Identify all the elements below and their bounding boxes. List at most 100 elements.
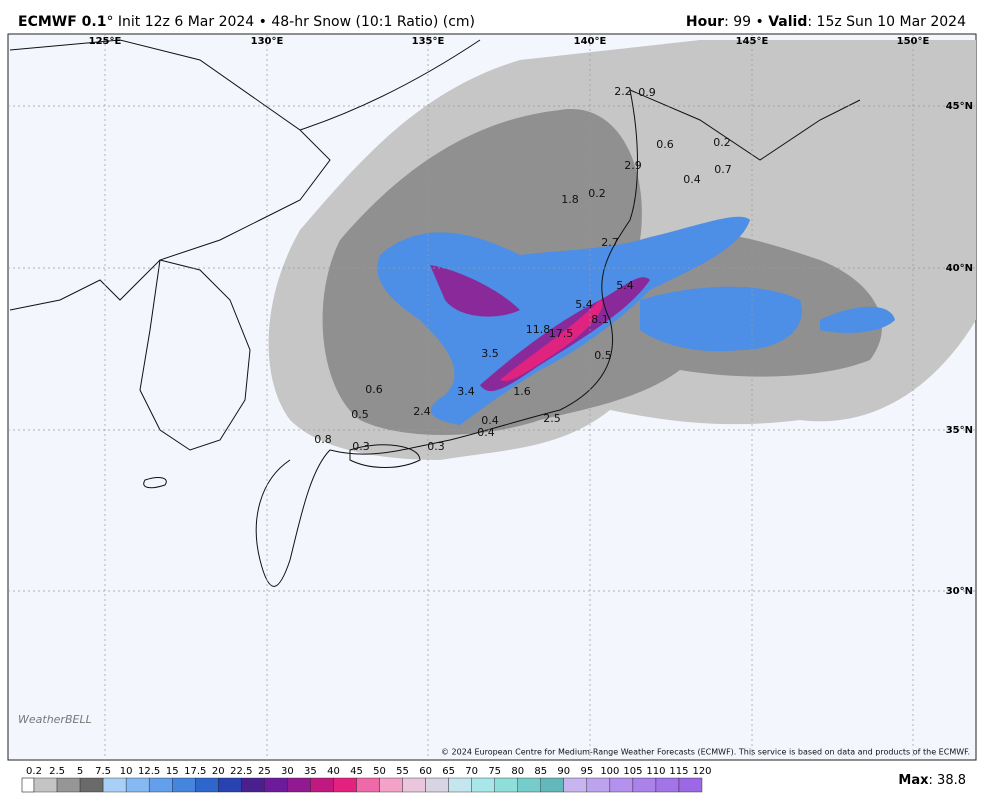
valid-value: : 15z Sun 10 Mar 2024 <box>807 14 966 30</box>
point-label: 2.4 <box>413 405 431 418</box>
colorbar-label: 55 <box>396 766 409 777</box>
colorbar-label: 25 <box>258 766 271 777</box>
colorbar-cell <box>148 777 173 793</box>
snow-peak <box>500 300 603 381</box>
point-label: 17.5 <box>549 327 574 340</box>
colorbar-cell <box>402 777 426 793</box>
point-label: 0.2 <box>713 136 731 149</box>
colorbar-label: 35 <box>304 766 317 777</box>
colorbar: 0.2 2.5 5 7.5 10 12.5 15 17.5 20 22.5 25 30 35 40 45 50… <box>21 766 712 793</box>
lat-label: 30°N <box>946 586 973 597</box>
colorbar-label: 45 <box>350 766 363 777</box>
colorbar-cell <box>632 777 657 793</box>
hour-label: Hour <box>686 14 724 30</box>
coast-islands <box>143 444 421 489</box>
colorbar-cell <box>125 777 150 793</box>
colorbar-label: 15 <box>166 766 179 777</box>
colorbar-cell <box>379 777 403 793</box>
point-label: 0.2 <box>588 187 606 200</box>
colorbar-cell <box>609 777 634 793</box>
point-label: 0.4 <box>477 426 495 439</box>
colorbar-label: 0.2 <box>26 766 42 777</box>
colorbar-start <box>21 777 35 793</box>
max-label: Max <box>898 773 929 788</box>
logo: WeatherBELL <box>18 713 92 726</box>
point-label: 8.1 <box>591 313 609 326</box>
point-label: 0.4 <box>481 414 499 427</box>
point-label: 3.5 <box>481 347 499 360</box>
colorbar-label: 70 <box>465 766 478 777</box>
point-labels: 2.2 0.9 0.6 0.2 2.9 0.4 0.7 1.8 0.2 2.7 5.4 5.4 8.1 1… <box>314 85 732 453</box>
lon-label: 150°E <box>897 36 930 47</box>
colorbar-cell <box>655 777 680 793</box>
colorbar-label: 30 <box>281 766 294 777</box>
colorbar-label: 110 <box>646 766 665 777</box>
colorbar-label: 2.5 <box>49 766 65 777</box>
lat-label: 45°N <box>946 101 973 112</box>
colorbar-cell <box>310 777 334 793</box>
colorbar-label: 7.5 <box>95 766 111 777</box>
colorbar-label: 50 <box>373 766 386 777</box>
subtitle: ° Init 12z 6 Mar 2024 • 48-hr Snow (10:1… <box>106 14 475 30</box>
colorbar-cell <box>333 777 357 793</box>
lat-label: 35°N <box>946 425 973 436</box>
lon-label: 140°E <box>574 36 607 47</box>
colorbar-cell <box>471 777 495 793</box>
hour-value: : 99 • <box>724 14 768 30</box>
lat-label: 40°N <box>946 263 973 274</box>
point-label: 0.9 <box>638 86 656 99</box>
point-label: 0.5 <box>351 408 369 421</box>
point-label: 2.5 <box>543 412 561 425</box>
colorbar-label: 80 <box>511 766 524 777</box>
colorbar-cell <box>448 777 472 793</box>
colorbar-cell <box>540 777 564 793</box>
point-label: 5.4 <box>575 298 593 311</box>
colorbar-label: 95 <box>580 766 593 777</box>
coast-mainland <box>9 39 331 311</box>
colorbar-cell <box>517 777 541 793</box>
colorbar-label: 105 <box>623 766 642 777</box>
header-left: ECMWF 0.1° Init 12z 6 Mar 2024 • 48-hr S… <box>18 14 475 30</box>
colorbar-label: 12.5 <box>138 766 160 777</box>
lon-label: 125°E <box>89 36 122 47</box>
max-value: : 38.8 <box>929 773 966 788</box>
snow-heavy-east <box>640 286 895 352</box>
header-right: Hour: 99 • Valid: 15z Sun 10 Mar 2024 <box>686 14 966 30</box>
colorbar-label: 10 <box>120 766 133 777</box>
colorbar-label: 75 <box>488 766 501 777</box>
colorbar-label: 65 <box>442 766 455 777</box>
point-label: 3.4 <box>457 385 475 398</box>
lon-label: 135°E <box>412 36 445 47</box>
point-label: 0.8 <box>314 433 332 446</box>
colorbar-cell <box>586 777 611 793</box>
point-label: 2.9 <box>624 159 642 172</box>
colorbar-label: 115 <box>669 766 688 777</box>
point-label: 0.4 <box>683 173 701 186</box>
colorbar-cell <box>678 777 703 793</box>
colorbar-cell <box>425 777 449 793</box>
colorbar-cell <box>241 777 265 793</box>
valid-label: Valid <box>768 14 807 30</box>
colorbar-label: 60 <box>419 766 432 777</box>
point-label: 0.7 <box>714 163 732 176</box>
colorbar-label: 5 <box>77 766 83 777</box>
colorbar-cell <box>287 777 311 793</box>
graticule: 125°E 130°E 135°E 140°E 145°E 150°E 45°N 40°N 35… <box>8 34 976 760</box>
colorbar-cell <box>264 777 288 793</box>
colorbar-label: 90 <box>557 766 570 777</box>
colorbar-cell <box>195 777 219 793</box>
max-text: Max: 38.8 <box>898 773 966 788</box>
lon-label: 145°E <box>736 36 769 47</box>
point-label: 0.5 <box>594 349 612 362</box>
colorbar-cell <box>102 777 127 793</box>
colorbar-cell <box>494 777 518 793</box>
copyright: © 2024 European Centre for Medium-Range … <box>441 748 970 757</box>
colorbar-cell <box>79 777 104 793</box>
colorbar-cell <box>563 777 588 793</box>
colorbar-label: 22.5 <box>230 766 252 777</box>
colorbar-cell <box>172 777 196 793</box>
colorbar-label: 40 <box>327 766 340 777</box>
colorbar-label: 20 <box>212 766 225 777</box>
colorbar-label: 85 <box>534 766 547 777</box>
